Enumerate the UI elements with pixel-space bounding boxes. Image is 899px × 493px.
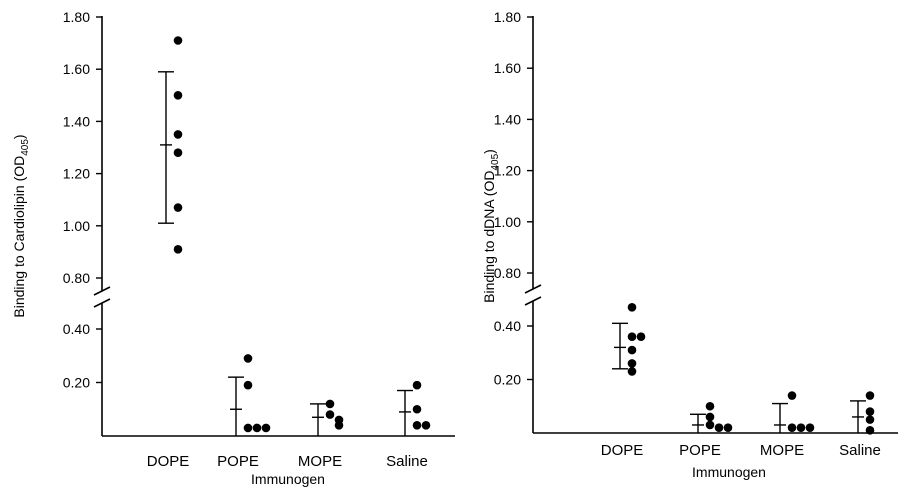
- category-label: POPE: [217, 453, 259, 470]
- data-point: [412, 421, 422, 430]
- chart-panel-2: 1.80 1.60 1.40 1.20 1.00 0.80 0.40 0.20 Binding …: [481, 9, 898, 480]
- data-point: [325, 410, 335, 419]
- data-point: [796, 423, 806, 432]
- y-tick-label: 1.60: [63, 61, 90, 77]
- y-tick-label: 1.80: [63, 9, 90, 25]
- y-tick-label: 0.40: [63, 321, 90, 337]
- data-point: [243, 354, 253, 363]
- data-point: [173, 130, 183, 139]
- axis-break-mark: [93, 298, 111, 308]
- axis-break-mark: [524, 296, 542, 306]
- data-point: [173, 36, 183, 45]
- data-point: [421, 421, 431, 430]
- data-point: [865, 415, 875, 424]
- y-tick-label: 1.00: [63, 218, 90, 234]
- y-tick-label: 1.00: [494, 214, 521, 230]
- data-point: [627, 302, 637, 312]
- data-point: [261, 423, 271, 433]
- data-point: [636, 332, 646, 342]
- data-point: [325, 399, 335, 409]
- data-point: [252, 423, 262, 433]
- axis-break-mark: [93, 286, 111, 296]
- data-point: [243, 423, 253, 433]
- category-label: POPE: [679, 442, 721, 459]
- category-label: Saline: [386, 453, 428, 470]
- x-axis-title: Immunogen: [251, 471, 325, 487]
- data-point: [243, 380, 253, 390]
- y-tick-label: 0.80: [63, 270, 90, 286]
- y-axis-title: Binding to Cardiolipin (OD405): [11, 134, 31, 317]
- category-label: MOPE: [298, 453, 342, 470]
- category-label: Saline: [839, 442, 881, 459]
- y-tick-label: 1.80: [494, 9, 521, 25]
- data-point: [173, 244, 183, 254]
- data-point: [173, 203, 183, 212]
- y-tick-label: 0.40: [494, 318, 521, 334]
- y-tick-label: 1.20: [63, 166, 90, 182]
- x-axis-title: Immunogen: [692, 464, 766, 480]
- data-point: [705, 420, 715, 430]
- chart-panel-1: 1.80 1.60 1.40 1.20 1.00 0.80 0.40 0.20 Binding …: [11, 9, 455, 487]
- data-point: [723, 423, 733, 432]
- y-tick-label: 0.20: [494, 372, 521, 388]
- data-point: [627, 345, 637, 355]
- category-label: DOPE: [601, 442, 644, 459]
- y-tick-label: 1.20: [494, 163, 521, 179]
- data-point: [412, 404, 422, 414]
- data-point: [627, 359, 637, 368]
- y-tick-label: 1.60: [494, 60, 521, 76]
- data-point: [412, 380, 422, 390]
- y-tick-label: 0.20: [63, 375, 90, 391]
- data-point: [714, 423, 724, 432]
- y-tick-label: 1.40: [494, 111, 521, 127]
- category-label: DOPE: [147, 453, 190, 470]
- data-point: [627, 367, 637, 376]
- data-point: [787, 391, 797, 400]
- data-point: [705, 412, 715, 422]
- y-tick-label: 0.80: [494, 265, 521, 281]
- data-point: [173, 148, 183, 158]
- category-label: MOPE: [760, 442, 804, 459]
- data-point: [705, 401, 715, 411]
- axis-break-mark: [524, 284, 542, 294]
- data-point: [805, 423, 815, 432]
- data-point: [334, 421, 344, 430]
- data-point: [865, 426, 875, 435]
- y-axis-title: Binding to dDNA (OD405): [481, 149, 501, 303]
- data-point: [865, 391, 875, 400]
- y-tick-label: 1.40: [63, 113, 90, 129]
- data-point: [865, 407, 875, 416]
- data-point: [173, 91, 183, 100]
- data-point: [627, 332, 637, 342]
- data-point: [787, 423, 797, 432]
